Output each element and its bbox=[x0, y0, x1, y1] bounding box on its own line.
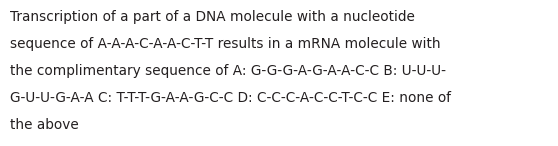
Text: sequence of A-A-A-C-A-A-C-T-T results in a mRNA molecule with: sequence of A-A-A-C-A-A-C-T-T results in… bbox=[10, 37, 441, 51]
Text: G-U-U-G-A-A C: T-T-T-G-A-A-G-C-C D: C-C-C-A-C-C-T-C-C E: none of: G-U-U-G-A-A C: T-T-T-G-A-A-G-C-C D: C-C-… bbox=[10, 91, 451, 105]
Text: Transcription of a part of a DNA molecule with a nucleotide: Transcription of a part of a DNA molecul… bbox=[10, 10, 415, 24]
Text: the complimentary sequence of A: G-G-G-A-G-A-A-C-C B: U-U-U-: the complimentary sequence of A: G-G-G-A… bbox=[10, 64, 446, 78]
Text: the above: the above bbox=[10, 118, 79, 132]
